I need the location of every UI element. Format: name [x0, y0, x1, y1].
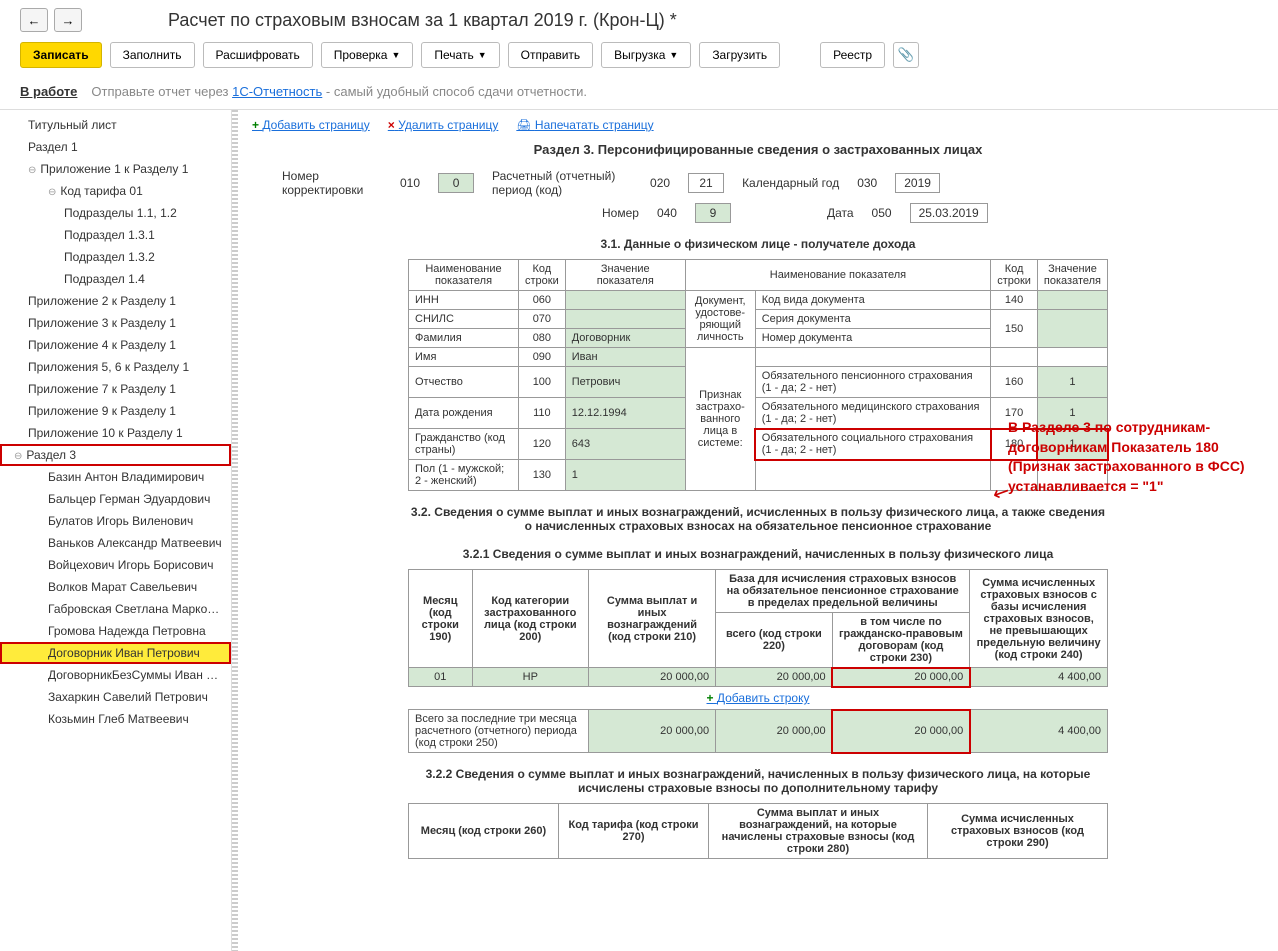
corr-label: Номер корректировки: [282, 169, 382, 197]
tree-item[interactable]: Бальцер Герман Эдуардович: [0, 488, 231, 510]
add-row-link[interactable]: + Добавить строку: [707, 691, 810, 705]
tree-item[interactable]: Титульный лист: [0, 114, 231, 136]
calc-cell[interactable]: 4 400,00: [970, 668, 1108, 687]
month-cell[interactable]: 01: [409, 668, 473, 687]
report-link[interactable]: 1С-Отчетность: [232, 84, 322, 99]
total-cell[interactable]: 20 000,00: [716, 668, 833, 687]
tree-item[interactable]: Подразделы 1.1, 1.2: [0, 202, 231, 224]
tree-item[interactable]: Приложение 2 к Разделу 1: [0, 290, 231, 312]
table-31: Наименование показателя Код строки Значе…: [408, 259, 1108, 491]
tree-item[interactable]: Булатов Игорь Виленович: [0, 510, 231, 532]
caret-down-icon: ▼: [478, 50, 487, 60]
corr-value[interactable]: 0: [438, 173, 474, 193]
table-322: Месяц (код строки 260) Код тарифа (код с…: [408, 803, 1108, 859]
delete-page-link[interactable]: × Удалить страницу: [388, 118, 499, 132]
tree-item[interactable]: Подраздел 1.3.2: [0, 246, 231, 268]
fill-button[interactable]: Заполнить: [110, 42, 195, 68]
content: + Добавить страницу × Удалить страницу Н…: [238, 110, 1278, 951]
registry-button[interactable]: Реестр: [820, 42, 885, 68]
attach-button[interactable]: 📎: [893, 42, 919, 68]
tree-item[interactable]: Приложение 10 к Разделу 1: [0, 422, 231, 444]
print-page-link[interactable]: Напечатать страницу: [516, 118, 653, 132]
civil-cell[interactable]: 20 000,00: [832, 668, 970, 687]
caret-down-icon: ▼: [391, 50, 400, 60]
paperclip-icon: 📎: [898, 47, 915, 63]
tree-item[interactable]: Подраздел 1.4: [0, 268, 231, 290]
tree-item[interactable]: Громова Надежда Петровна: [0, 620, 231, 642]
back-button[interactable]: ←: [20, 8, 48, 32]
s322-title: 3.2.2 Сведения о сумме выплат и иных воз…: [408, 767, 1108, 795]
num-value[interactable]: 9: [695, 203, 731, 223]
sidebar: Титульный листРаздел 1Приложение 1 к Раз…: [0, 110, 232, 951]
add-page-link[interactable]: + Добавить страницу: [252, 118, 370, 132]
tree-item[interactable]: Раздел 3: [0, 444, 231, 466]
date-value[interactable]: 25.03.2019: [910, 203, 988, 223]
page-title: Расчет по страховым взносам за 1 квартал…: [168, 10, 677, 31]
tree-item[interactable]: Договорник Иван Петрович: [0, 642, 231, 664]
tree-item[interactable]: Захаркин Савелий Петрович: [0, 686, 231, 708]
tree-item[interactable]: Приложение 1 к Разделу 1: [0, 158, 231, 180]
tree-item[interactable]: ДоговорникБезСуммы Иван 01.11.1994: [0, 664, 231, 686]
tree-item[interactable]: Ваньков Александр Матвеевич: [0, 532, 231, 554]
tree-item[interactable]: Подраздел 1.3.1: [0, 224, 231, 246]
section3-title: Раздел 3. Персонифицированные сведения о…: [252, 142, 1264, 157]
tree-item[interactable]: Войцехович Игорь Борисович: [0, 554, 231, 576]
send-button[interactable]: Отправить: [508, 42, 594, 68]
tree-item[interactable]: Раздел 1: [0, 136, 231, 158]
s31-title: 3.1. Данные о физическом лице - получате…: [252, 237, 1264, 251]
decode-button[interactable]: Расшифровать: [203, 42, 313, 68]
check-button[interactable]: Проверка▼: [321, 42, 414, 68]
sum-cell[interactable]: 20 000,00: [589, 668, 716, 687]
write-button[interactable]: Записать: [20, 42, 102, 68]
year-value[interactable]: 2019: [895, 173, 940, 193]
status-hint: Отправьте отчет через 1С-Отчетность - са…: [91, 84, 587, 99]
s321-title: 3.2.1 Сведения о сумме выплат и иных воз…: [252, 547, 1264, 561]
date-label: Дата: [827, 206, 854, 220]
caret-down-icon: ▼: [669, 50, 678, 60]
tree-item[interactable]: Приложение 3 к Разделу 1: [0, 312, 231, 334]
tree-item[interactable]: Приложения 5, 6 к Разделу 1: [0, 356, 231, 378]
s32-title: 3.2. Сведения о сумме выплат и иных возн…: [408, 505, 1108, 533]
tree-item[interactable]: Габровская Светлана Марковна: [0, 598, 231, 620]
tree-item[interactable]: Базин Антон Владимирович: [0, 466, 231, 488]
annotation: В Разделе 3 по сотрудникам-договорникам …: [1008, 418, 1268, 496]
total-label: Всего за последние три месяца расчетного…: [409, 710, 589, 753]
forward-button[interactable]: →: [54, 8, 82, 32]
tree-item[interactable]: Козьмин Глеб Матвеевич: [0, 708, 231, 730]
period-label: Расчетный (отчетный) период (код): [492, 169, 632, 197]
cat-cell[interactable]: НР: [472, 668, 589, 687]
toolbar: Записать Заполнить Расшифровать Проверка…: [0, 36, 1278, 78]
import-button[interactable]: Загрузить: [699, 42, 780, 68]
year-label: Календарный год: [742, 176, 839, 190]
print-button[interactable]: Печать▼: [421, 42, 499, 68]
tree-item[interactable]: Приложение 7 к Разделу 1: [0, 378, 231, 400]
tree-item[interactable]: Код тарифа 01: [0, 180, 231, 202]
status-label[interactable]: В работе: [20, 84, 77, 99]
table-321: Месяц (код строки 190) Код категории зас…: [408, 569, 1108, 753]
num-label: Номер: [602, 206, 639, 220]
export-button[interactable]: Выгрузка▼: [601, 42, 691, 68]
tree-item[interactable]: Приложение 9 к Разделу 1: [0, 400, 231, 422]
period-value[interactable]: 21: [688, 173, 724, 193]
tree-item[interactable]: Волков Марат Савельевич: [0, 576, 231, 598]
tree-item[interactable]: Приложение 4 к Разделу 1: [0, 334, 231, 356]
